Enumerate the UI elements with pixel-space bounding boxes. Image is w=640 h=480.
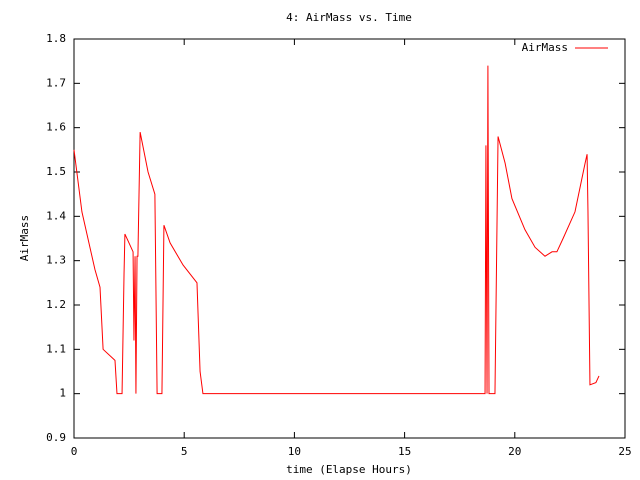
y-axis-label: AirMass [18,215,31,261]
data-line [73,65,600,395]
x-tick-label: 15 [398,445,411,458]
y-tick-label: 1.8 [46,32,66,45]
x-tick-label: 25 [618,445,631,458]
x-tick-label: 20 [508,445,521,458]
x-tick-label: 0 [71,445,78,458]
x-tick-label: 10 [288,445,301,458]
y-tick-label: 0.9 [46,431,66,444]
y-tick-label: 1.1 [46,342,66,355]
y-tick-label: 1 [59,387,66,400]
legend-label: AirMass [522,41,568,54]
plot-frame [73,38,626,439]
x-axis-label: time (Elapse Hours) [286,463,412,476]
y-tick-label: 1.3 [46,254,66,267]
x-tick-label: 5 [181,445,188,458]
y-tick-label: 1.7 [46,76,66,89]
y-tick-label: 1.5 [46,165,66,178]
y-tick-label: 1.4 [46,209,66,222]
chart-title: 4: AirMass vs. Time [286,11,412,24]
y-tick-label: 1.2 [46,298,66,311]
y-tick-label: 1.6 [46,121,66,134]
